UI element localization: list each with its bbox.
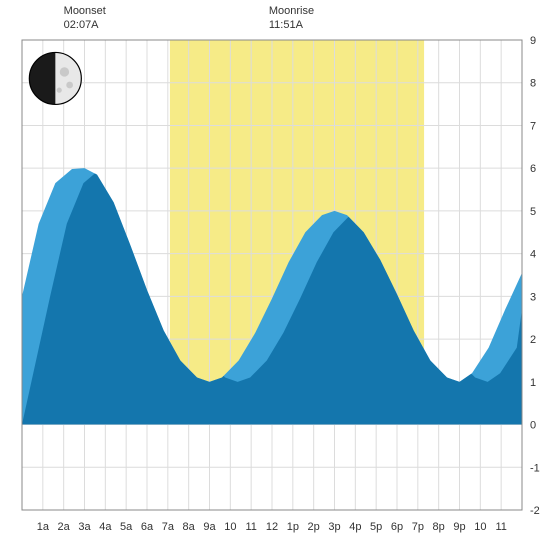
svg-text:8p: 8p — [433, 521, 445, 533]
svg-text:-2: -2 — [530, 505, 540, 517]
svg-text:1p: 1p — [287, 521, 299, 533]
svg-text:4a: 4a — [99, 521, 112, 533]
svg-text:8a: 8a — [183, 521, 196, 533]
svg-text:7p: 7p — [412, 521, 424, 533]
moonset-title: Moonset — [64, 4, 106, 18]
svg-text:9p: 9p — [453, 521, 465, 533]
svg-text:10: 10 — [224, 521, 236, 533]
svg-text:6p: 6p — [391, 521, 403, 533]
svg-text:7a: 7a — [162, 521, 175, 533]
svg-text:9: 9 — [530, 35, 536, 47]
svg-text:3p: 3p — [328, 521, 340, 533]
svg-text:9a: 9a — [203, 521, 216, 533]
svg-text:4p: 4p — [349, 521, 361, 533]
svg-text:4: 4 — [530, 249, 536, 261]
svg-text:1a: 1a — [37, 521, 50, 533]
moonset-label: Moonset 02:07A — [64, 4, 106, 33]
moonrise-title: Moonrise — [269, 4, 314, 18]
moon-phase-icon — [29, 52, 81, 104]
svg-text:5p: 5p — [370, 521, 382, 533]
svg-text:12: 12 — [266, 521, 278, 533]
svg-text:11: 11 — [245, 521, 256, 533]
tide-chart: -2-101234567891a2a3a4a5a6a7a8a9a1011121p… — [0, 0, 550, 550]
svg-text:1: 1 — [530, 377, 536, 389]
svg-text:7: 7 — [530, 120, 536, 132]
svg-text:6: 6 — [530, 163, 536, 175]
svg-text:0: 0 — [530, 420, 536, 432]
svg-text:2a: 2a — [58, 521, 71, 533]
moonrise-time: 11:51A — [269, 18, 314, 32]
svg-text:6a: 6a — [141, 521, 154, 533]
svg-text:11: 11 — [495, 521, 506, 533]
svg-text:-1: -1 — [530, 462, 540, 474]
svg-text:5a: 5a — [120, 521, 133, 533]
svg-text:5: 5 — [530, 206, 536, 218]
svg-text:3a: 3a — [78, 521, 91, 533]
moonset-time: 02:07A — [64, 18, 106, 32]
svg-text:2p: 2p — [308, 521, 320, 533]
moonrise-label: Moonrise 11:51A — [269, 4, 314, 33]
svg-text:3: 3 — [530, 291, 536, 303]
svg-text:2: 2 — [530, 334, 536, 346]
svg-text:8: 8 — [530, 78, 536, 90]
svg-text:10: 10 — [474, 521, 486, 533]
